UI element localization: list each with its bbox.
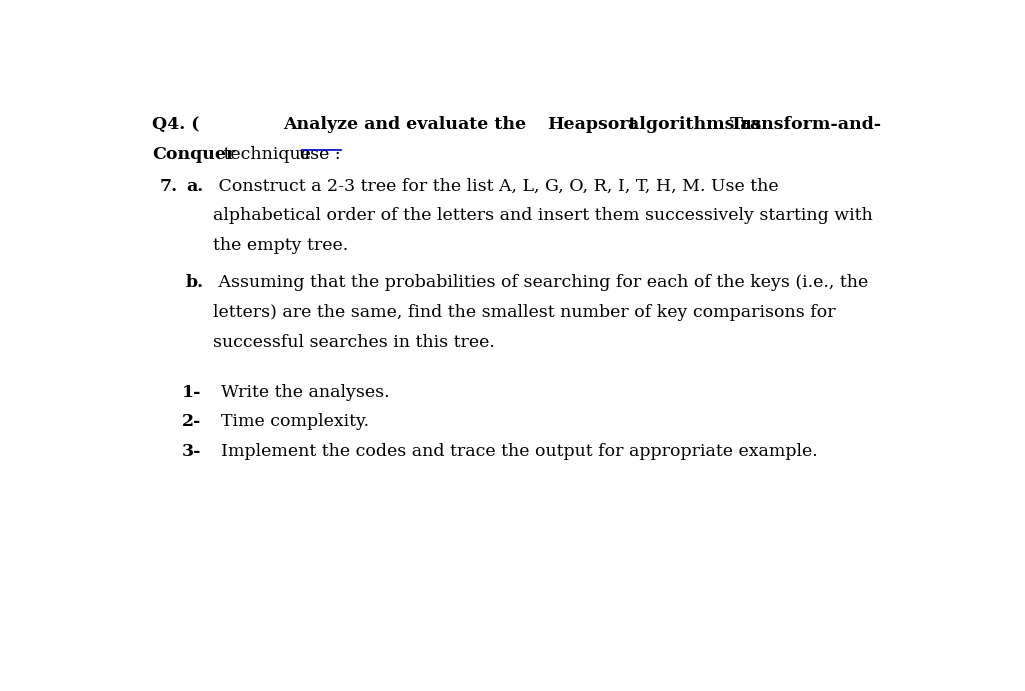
Text: 7.: 7. [160, 178, 178, 195]
Text: 3-: 3- [182, 443, 202, 460]
Text: letters) are the same, find the smallest number of key comparisons for: letters) are the same, find the smallest… [213, 304, 835, 321]
Text: Implement the codes and trace the output for appropriate example.: Implement the codes and trace the output… [210, 443, 818, 460]
Text: the empty tree.: the empty tree. [213, 237, 348, 254]
Text: Analyze and evaluate the: Analyze and evaluate the [283, 116, 532, 133]
Text: Assuming that the probabilities of searching for each of the keys (i.e., the: Assuming that the probabilities of searc… [213, 274, 868, 292]
Text: Q4. (: Q4. ( [152, 116, 200, 133]
Text: technique: technique [218, 146, 317, 162]
Text: 2-: 2- [182, 413, 202, 430]
Text: b.: b. [187, 274, 204, 292]
Text: algorithms as: algorithms as [622, 116, 768, 133]
Text: Transform-and-: Transform-and- [730, 116, 882, 133]
Text: Time complexity.: Time complexity. [210, 413, 369, 430]
Text: successful searches in this tree.: successful searches in this tree. [213, 334, 495, 351]
Text: Conquer: Conquer [152, 146, 235, 162]
Text: Write the analyses.: Write the analyses. [210, 384, 390, 401]
Text: Heapsort: Heapsort [547, 116, 638, 133]
Text: Construct a 2-3 tree for the list A, L, G, O, R, I, T, H, M. Use the: Construct a 2-3 tree for the list A, L, … [213, 178, 779, 195]
Text: use :: use : [299, 146, 340, 162]
Text: alphabetical order of the letters and insert them successively starting with: alphabetical order of the letters and in… [213, 207, 873, 225]
Text: 1-: 1- [182, 384, 202, 401]
Text: a.: a. [187, 178, 203, 195]
